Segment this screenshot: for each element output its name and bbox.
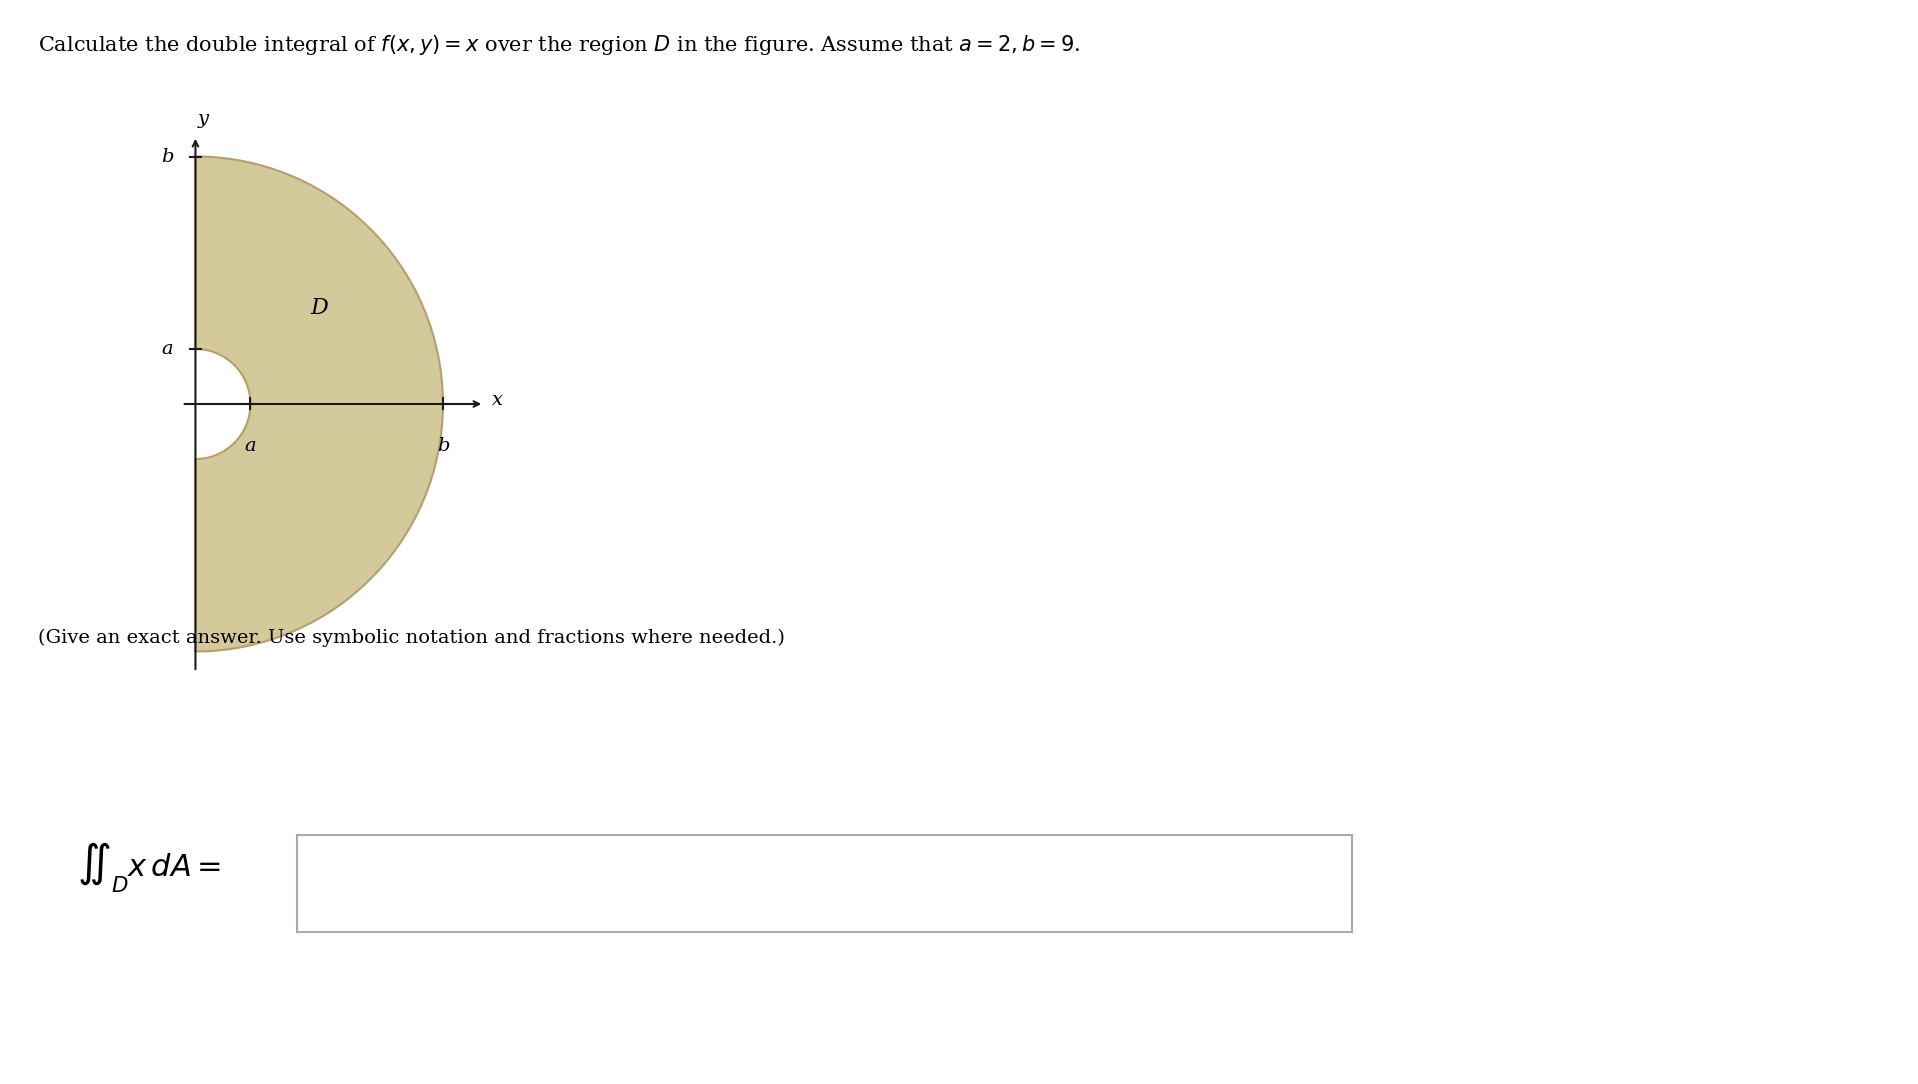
Text: b: b: [437, 437, 449, 455]
Text: D: D: [311, 297, 328, 319]
Text: (Give an exact answer. Use symbolic notation and fractions where needed.): (Give an exact answer. Use symbolic nota…: [38, 629, 784, 647]
Text: a: a: [246, 437, 257, 455]
Text: y: y: [198, 109, 209, 128]
Text: $\iint_D x\,dA =$: $\iint_D x\,dA =$: [77, 840, 221, 894]
Text: a: a: [161, 340, 173, 358]
Text: x: x: [493, 391, 503, 409]
Text: Calculate the double integral of $f(x, y) = x$ over the region $D$ in the figure: Calculate the double integral of $f(x, y…: [38, 33, 1080, 56]
PathPatch shape: [196, 156, 443, 651]
Text: b: b: [161, 147, 173, 166]
